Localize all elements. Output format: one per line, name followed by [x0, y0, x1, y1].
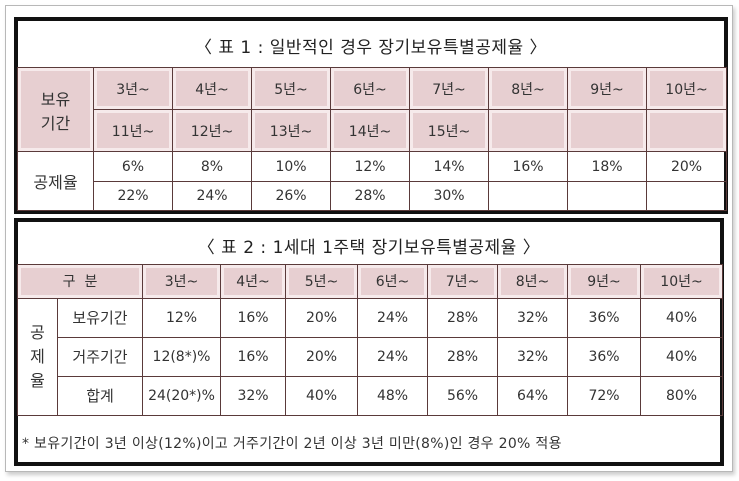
- period-cell: 10년~: [646, 66, 727, 111]
- rate-cell: 32%: [497, 336, 569, 377]
- rate-cell: 20%: [285, 297, 359, 338]
- table-row: 거주기간 12(8*)% 16% 20% 24% 28% 32% 36% 40%: [18, 336, 724, 377]
- rate-cell: 28%: [427, 336, 499, 377]
- table2-title: 〈 표 2 : 1세대 1주택 장기보유특별공제율 〉: [197, 238, 541, 258]
- rate-cell: [567, 180, 647, 212]
- period-cell: 15년~: [409, 109, 489, 153]
- period-cell: 4년~: [172, 66, 252, 111]
- table1-box: 〈 표 1 : 일반적인 경우 장기보유특별공제율 〉 보유 기간 3년~ 4년~ 5…: [14, 17, 728, 214]
- image-frame: [5, 5, 733, 472]
- period-header: 10년~: [640, 264, 724, 299]
- table1-title: 〈 표 1 : 일반적인 경우 장기보유특별공제율 〉: [194, 38, 548, 58]
- rate-cell: [488, 180, 568, 212]
- table-row: 공 제 율 보유기간 12% 16% 20% 24% 28% 32% 36% 40%: [17, 297, 724, 417]
- rate-cell: 6%: [93, 151, 173, 182]
- rate-cell: 40%: [640, 336, 724, 377]
- period-label: 보유 기간: [17, 66, 94, 153]
- table-row: 22% 24% 26% 28% 30%: [18, 180, 727, 212]
- period-cell: 3년~: [93, 66, 173, 111]
- table2: 구 분 3년~ 4년~ 5년~ 6년~ 7년~ 8년~ 9년~ 10년~ 공 제 율 보유기간 12%…: [16, 264, 724, 417]
- rate-cell: 12%: [330, 151, 410, 182]
- rate-cell: 40%: [640, 297, 724, 338]
- rate-cell: 28%: [330, 180, 410, 212]
- rate-cell: 12%: [142, 297, 222, 338]
- period-cell: 14년~: [330, 109, 410, 153]
- rate-cell: 20%: [285, 336, 359, 377]
- rate-cell: 8%: [172, 151, 252, 182]
- rate-cell: 24%: [357, 297, 429, 338]
- rate-cell: 40%: [285, 375, 359, 417]
- rate-cell: 36%: [567, 297, 642, 338]
- period-header: 8년~: [497, 264, 569, 299]
- rate-cell: 22%: [93, 180, 173, 212]
- rate-cell: 14%: [409, 151, 489, 182]
- period-header: 5년~: [285, 264, 359, 299]
- rate-cell: 10%: [251, 151, 331, 182]
- rate-label: 공제율: [17, 151, 94, 211]
- rate-cell: 16%: [220, 336, 287, 377]
- rate-cell: 12(8*)%: [142, 336, 222, 377]
- period-cell: 12년~: [172, 109, 252, 153]
- period-header: 7년~: [427, 264, 499, 299]
- rate-cell: 48%: [357, 375, 429, 417]
- rate-cell: 32%: [220, 375, 287, 417]
- period-header: 4년~: [220, 264, 287, 299]
- rate-cell: 24(20*)%: [142, 375, 222, 417]
- rate-cell: [646, 180, 727, 212]
- row-label: 보유기간: [56, 297, 144, 338]
- table-row: 합계 24(20*)% 32% 40% 48% 56% 64% 72% 80%: [18, 375, 724, 417]
- row-label: 합계: [56, 375, 144, 417]
- rate-cell: 56%: [427, 375, 499, 417]
- period-cell: [488, 109, 568, 153]
- table-row: 11년~ 12년~ 13년~ 14년~ 15년~: [18, 109, 727, 153]
- rate-cell: 26%: [251, 180, 331, 212]
- rate-cell: 30%: [409, 180, 489, 212]
- period-header: 3년~: [142, 264, 222, 299]
- table2-footnote: * 보유기간이 3년 이상(12%)이고 거주기간이 2년 이상 3년 미만(8…: [22, 436, 562, 452]
- rate-cell: 32%: [497, 297, 569, 338]
- group-label: 공 제 율: [17, 297, 58, 417]
- table-row: 보유 기간 3년~ 4년~ 5년~ 6년~ 7년~ 8년~ 9년~ 10년~: [17, 66, 727, 153]
- rate-cell: 18%: [567, 151, 647, 182]
- period-header: 6년~: [357, 264, 429, 299]
- period-cell: 6년~: [330, 66, 410, 111]
- period-cell: 7년~: [409, 66, 489, 111]
- period-cell: 8년~: [488, 66, 568, 111]
- table2-box: 〈 표 2 : 1세대 1주택 장기보유특별공제율 〉 구 분 3년~ 4년~ 5년~…: [14, 218, 724, 466]
- table-row: 공제율 6% 8% 10% 12% 14% 16% 18% 20%: [17, 151, 727, 211]
- rate-cell: 80%: [640, 375, 724, 417]
- header-row: 구 분 3년~ 4년~ 5년~ 6년~ 7년~ 8년~ 9년~ 10년~: [16, 264, 724, 299]
- rate-cell: 16%: [488, 151, 568, 182]
- period-cell: 13년~: [251, 109, 331, 153]
- rate-cell: 24%: [172, 180, 252, 212]
- period-cell: 9년~: [567, 66, 647, 111]
- rate-cell: 72%: [567, 375, 642, 417]
- period-cell: [646, 109, 727, 153]
- rate-cell: 16%: [220, 297, 287, 338]
- period-cell: 5년~: [251, 66, 331, 111]
- rate-cell: 36%: [567, 336, 642, 377]
- period-cell: 11년~: [93, 109, 173, 153]
- rate-cell: 24%: [357, 336, 429, 377]
- rate-cell: 20%: [646, 151, 727, 182]
- header-label: 구 분: [16, 264, 144, 299]
- period-header: 9년~: [567, 264, 642, 299]
- table1: 보유 기간 3년~ 4년~ 5년~ 6년~ 7년~ 8년~ 9년~ 10년~ 11년~ 12년~ 13…: [17, 66, 727, 212]
- rate-cell: 28%: [427, 297, 499, 338]
- rate-cell: 64%: [497, 375, 569, 417]
- row-label: 거주기간: [56, 336, 144, 377]
- period-cell: [567, 109, 647, 153]
